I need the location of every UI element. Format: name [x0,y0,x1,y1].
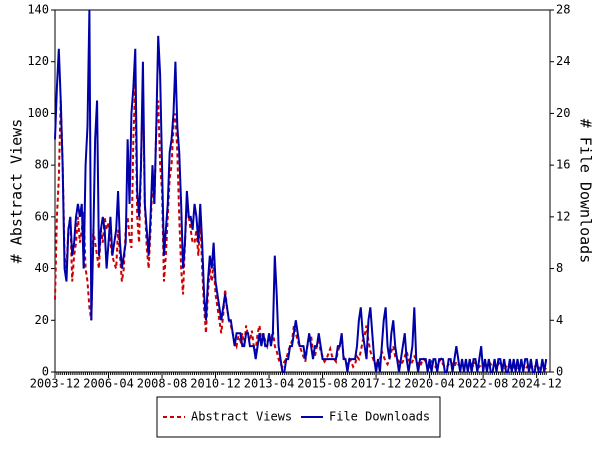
x-tick-label: 2006-04 [83,377,134,391]
y2-tick-label: 28 [556,3,570,17]
x-tick-label: 2015-08 [297,377,348,391]
y-tick-label: 40 [35,261,49,275]
y-tick-label: 100 [27,106,49,120]
y-tick-label: 120 [27,54,49,68]
x-tick-label: 2010-12 [190,377,241,391]
plot-frame [54,9,551,373]
y-axis-title: # Abstract Views [8,119,26,264]
data-line [54,82,547,372]
y2-tick-label: 0 [556,365,563,379]
y2-tick-label: 20 [556,106,570,120]
x-tick-label: 2017-12 [351,377,402,391]
y-tick-label: 20 [35,313,49,327]
y2-tick-label: 24 [556,54,570,68]
y-tick-label: 80 [35,158,49,172]
y2-tick-label: 4 [556,313,563,327]
y2-tick-label: 16 [556,158,570,172]
y-tick-label: 0 [42,365,49,379]
x-tick-label: 2022-08 [458,377,509,391]
legend-box [156,396,441,438]
x-tick-label: 2024-12 [511,377,562,391]
x-tick-label: 2020-04 [404,377,455,391]
legend-label: File Downloads [329,410,430,424]
y2-tick-label: 12 [556,209,570,223]
y2-axis-title: # File Downloads [577,119,595,264]
y2-tick-label: 8 [556,261,563,275]
x-tick-label: 2008-08 [137,377,188,391]
data-line [54,9,548,373]
legend-label: Abstract Views [191,410,292,424]
x-tick-label: 2003-12 [30,377,81,391]
y-tick-label: 60 [35,209,49,223]
x-tick-label: 2013-04 [244,377,295,391]
y-tick-label: 140 [27,3,49,17]
